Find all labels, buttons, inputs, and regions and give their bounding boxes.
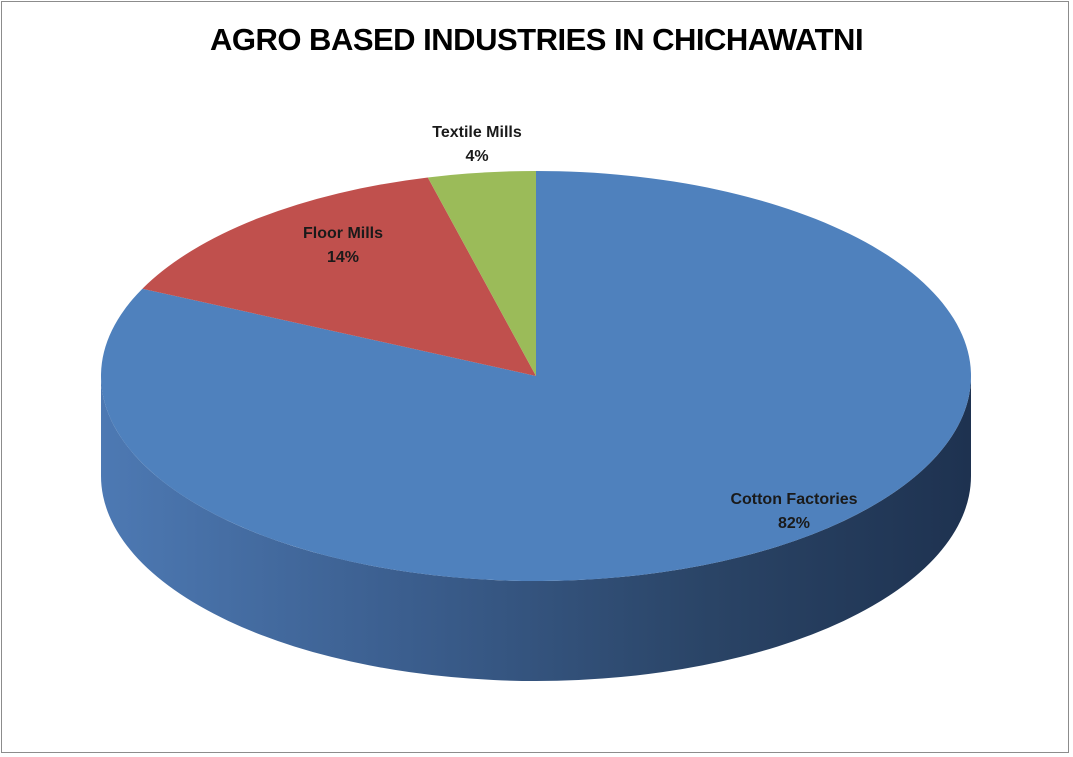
pie-label-name-floor-mills: Floor Mills — [303, 225, 383, 242]
pie-label-name-cotton-factories: Cotton Factories — [730, 491, 857, 508]
pie-top-layer — [100, 171, 972, 581]
pie-label-value-cotton-factories: 82% — [778, 515, 810, 532]
chart-title: AGRO BASED INDUSTRIES IN CHICHAWATNI — [209, 22, 864, 57]
pie-label-value-floor-mills: 14% — [327, 249, 359, 266]
pie-label-layer: Cotton Factories 82% Floor Mills 14% Textile… — [303, 124, 858, 532]
pie-slice-side-cotton-factories — [101, 376, 971, 681]
pie-slice-textile-mills — [427, 171, 536, 376]
pie-label-name-textile-mills: Textile Mills — [432, 124, 522, 141]
pie-side-layer — [101, 376, 971, 681]
pie-label-value-textile-mills: 4% — [465, 148, 488, 165]
pie-slice-floor-mills — [142, 177, 536, 376]
